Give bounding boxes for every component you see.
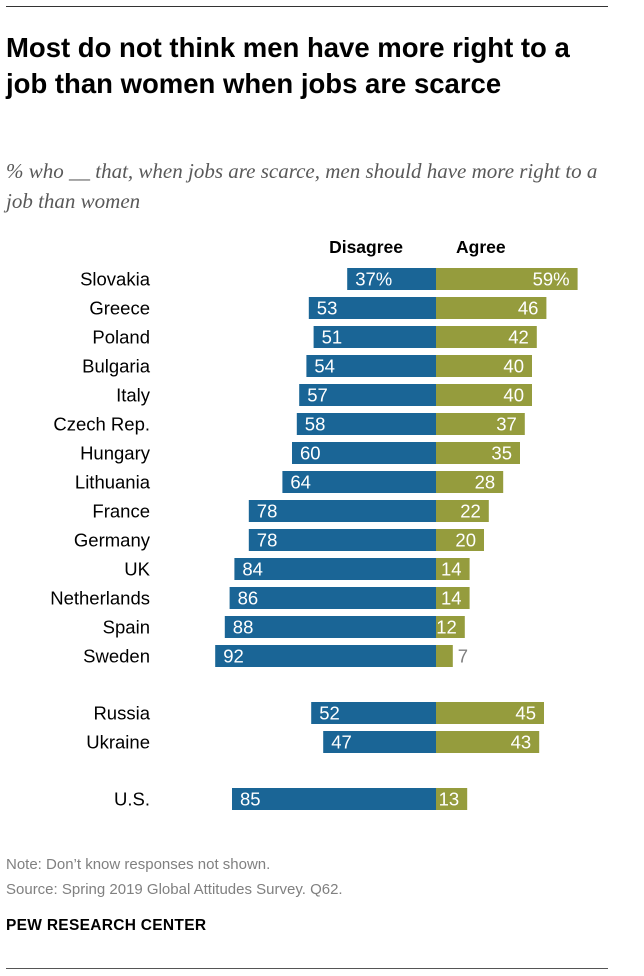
value-label-agree-spain: 12 [436, 617, 457, 638]
value-label-agree-netherlands: 14 [441, 588, 462, 609]
bar-agree-poland [436, 326, 537, 348]
value-label-agree-uk: 14 [441, 559, 462, 580]
category-label-russia: Russia [93, 703, 150, 724]
bar-agree-russia [436, 702, 544, 724]
bar-agree-greece [436, 297, 547, 319]
bar-agree-spain [436, 616, 465, 638]
value-label-disagree-russia: 52 [319, 703, 340, 724]
chart-subtitle: % who __ that, when jobs are scarce, men… [6, 159, 598, 213]
bar-disagree-poland [313, 326, 436, 348]
value-label-disagree-sweden: 92 [223, 646, 244, 667]
value-label-disagree-u-s: 85 [240, 789, 261, 810]
value-label-agree-sweden: 7 [458, 646, 468, 667]
bar-agree-ukraine [436, 731, 540, 753]
value-label-agree-hungary: 35 [491, 443, 512, 464]
category-label-germany: Germany [74, 530, 151, 551]
top-rule [6, 6, 608, 7]
value-label-agree-germany: 20 [455, 530, 476, 551]
category-label-czech-rep: Czech Rep. [53, 414, 150, 435]
bar-agree-slovakia [436, 268, 578, 290]
bar-disagree-u-s [232, 788, 436, 810]
brand-name: PEW RESEARCH CENTER [6, 917, 207, 934]
value-label-disagree-greece: 53 [317, 298, 338, 319]
bar-agree-czech-rep [436, 413, 525, 435]
value-label-disagree-hungary: 60 [300, 443, 321, 464]
bar-agree-italy [436, 384, 532, 406]
category-label-spain: Spain [103, 617, 150, 638]
value-label-disagree-lithuania: 64 [290, 472, 311, 493]
chart-title: Most do not think men have more right to… [6, 32, 570, 99]
bar-agree-hungary [436, 442, 520, 464]
bar-agree-uk [436, 558, 470, 580]
value-label-disagree-spain: 88 [233, 617, 254, 638]
legend-agree: Agree [456, 237, 506, 257]
bar-disagree-greece [308, 297, 436, 319]
value-label-disagree-germany: 78 [257, 530, 278, 551]
bottom-rule [6, 968, 608, 969]
value-label-disagree-ukraine: 47 [331, 732, 352, 753]
value-label-disagree-czech-rep: 58 [305, 414, 326, 435]
category-label-slovakia: Slovakia [80, 269, 151, 290]
category-label-ukraine: Ukraine [86, 732, 150, 753]
bar-disagree-france [248, 500, 436, 522]
bar-disagree-russia [311, 702, 436, 724]
bar-agree-france [436, 500, 489, 522]
bar-agree-germany [436, 529, 484, 551]
bar-disagree-hungary [292, 442, 436, 464]
category-label-poland: Poland [92, 327, 150, 348]
value-label-disagree-netherlands: 86 [238, 588, 259, 609]
value-label-agree-slovakia: 59% [533, 269, 570, 290]
bar-agree-u-s [436, 788, 468, 810]
value-label-agree-france: 22 [460, 501, 481, 522]
category-label-uk: UK [124, 559, 150, 580]
category-label-italy: Italy [116, 385, 151, 406]
bar-agree-bulgaria [436, 355, 532, 377]
category-label-france: France [92, 501, 150, 522]
source-text: Source: Spring 2019 Global Attitudes Sur… [6, 881, 343, 898]
category-label-sweden: Sweden [83, 646, 150, 667]
bar-disagree-spain [224, 616, 436, 638]
category-label-hungary: Hungary [80, 443, 151, 464]
bar-disagree-uk [234, 558, 436, 580]
bar-disagree-germany [248, 529, 436, 551]
category-label-lithuania: Lithuania [75, 472, 151, 493]
value-label-agree-greece: 46 [518, 298, 539, 319]
value-label-disagree-italy: 57 [307, 385, 328, 406]
bar-agree-sweden [436, 645, 453, 667]
value-label-disagree-poland: 51 [322, 327, 343, 348]
category-label-u-s: U.S. [114, 789, 150, 810]
bar-disagree-czech-rep [296, 413, 436, 435]
value-label-agree-czech-rep: 37 [496, 414, 517, 435]
value-label-disagree-slovakia: 37% [355, 269, 392, 290]
legend-disagree: Disagree [329, 237, 403, 257]
footnotes: Note: Don’t know responses not shown. So… [6, 852, 343, 902]
note-text: Note: Don’t know responses not shown. [6, 856, 271, 873]
bar-disagree-lithuania [282, 471, 436, 493]
value-label-disagree-bulgaria: 54 [314, 356, 335, 377]
bar-agree-lithuania [436, 471, 504, 493]
category-label-greece: Greece [89, 298, 150, 319]
bar-agree-netherlands [436, 587, 470, 609]
bar-disagree-netherlands [229, 587, 436, 609]
value-label-agree-ukraine: 43 [511, 732, 532, 753]
value-label-disagree-france: 78 [257, 501, 278, 522]
bar-disagree-ukraine [323, 731, 436, 753]
value-label-agree-lithuania: 28 [475, 472, 496, 493]
value-label-agree-poland: 42 [508, 327, 529, 348]
value-label-agree-bulgaria: 40 [503, 356, 524, 377]
bar-disagree-bulgaria [306, 355, 436, 377]
bar-disagree-sweden [215, 645, 436, 667]
category-label-netherlands: Netherlands [50, 588, 150, 609]
value-label-agree-italy: 40 [503, 385, 524, 406]
value-label-agree-russia: 45 [515, 703, 536, 724]
bar-disagree-italy [299, 384, 436, 406]
value-label-disagree-uk: 84 [242, 559, 263, 580]
value-label-agree-u-s: 13 [439, 789, 460, 810]
diverging-bar-chart: Disagree Agree Slovakia 37% 59% Greece 53 46 Pol… [50, 237, 578, 810]
bar-disagree-slovakia [347, 268, 436, 290]
category-label-bulgaria: Bulgaria [82, 356, 151, 377]
